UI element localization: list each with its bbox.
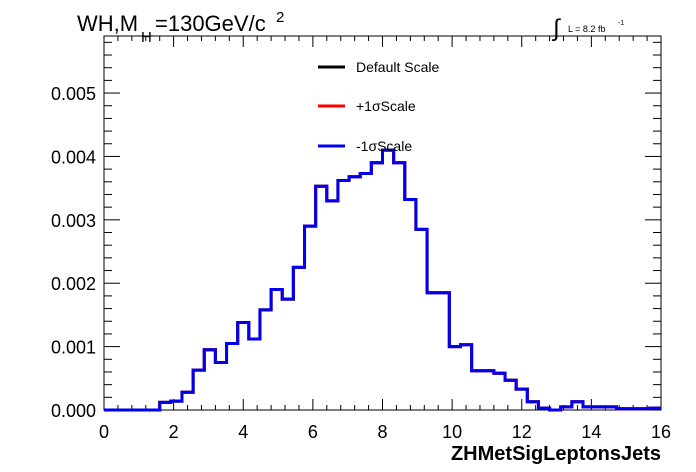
x-tick-label: 8 xyxy=(377,422,387,442)
y-tick-label: 0.003 xyxy=(51,211,96,231)
title-superscript: 2 xyxy=(276,9,284,26)
y-tick-label: 0.001 xyxy=(51,338,96,358)
y-tick-label: 0.002 xyxy=(51,274,96,294)
y-tick-label: 0.000 xyxy=(51,401,96,421)
y-tick-label: 0.005 xyxy=(51,84,96,104)
legend-label-minus: -1σScale xyxy=(356,138,412,154)
x-tick-label: 12 xyxy=(512,422,532,442)
x-tick-label: 6 xyxy=(308,422,318,442)
y-tick-labels: 0.000 0.001 0.002 0.003 0.004 0.005 xyxy=(51,84,96,421)
x-axis-title: ZHMetSigLeptonsJets xyxy=(451,443,661,465)
legend-label-plus: +1σScale xyxy=(356,98,416,114)
title-main: WH,M xyxy=(77,11,138,36)
lumi-label: L = 8.2 fb xyxy=(568,24,605,34)
title-subscript: H xyxy=(141,29,152,46)
lumi-integral-sign: ∫ xyxy=(551,15,561,42)
series-step-line-2 xyxy=(104,148,661,412)
x-tick-label: 14 xyxy=(581,422,601,442)
x-tick-label: 10 xyxy=(442,422,462,442)
lumi-superscript: -1 xyxy=(618,20,624,27)
y-tick-label: 0.004 xyxy=(51,147,96,167)
histogram-series xyxy=(104,148,661,412)
title-rest: =130GeV/c xyxy=(155,11,266,36)
legend: Default Scale +1σScale -1σScale xyxy=(318,59,439,154)
x-tick-label: 2 xyxy=(169,422,179,442)
x-tick-labels: 0 2 4 6 8 10 12 14 16 xyxy=(99,422,671,442)
legend-label-default: Default Scale xyxy=(356,59,439,75)
x-tick-label: 16 xyxy=(651,422,671,442)
x-tick-label: 4 xyxy=(238,422,248,442)
x-tick-label: 0 xyxy=(99,422,109,442)
